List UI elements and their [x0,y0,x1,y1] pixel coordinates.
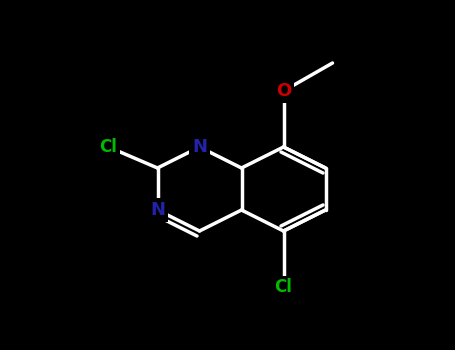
Text: Cl: Cl [100,138,117,156]
Text: Cl: Cl [274,278,293,296]
Text: N: N [192,138,207,156]
Text: N: N [150,201,165,219]
Text: O: O [276,82,291,100]
